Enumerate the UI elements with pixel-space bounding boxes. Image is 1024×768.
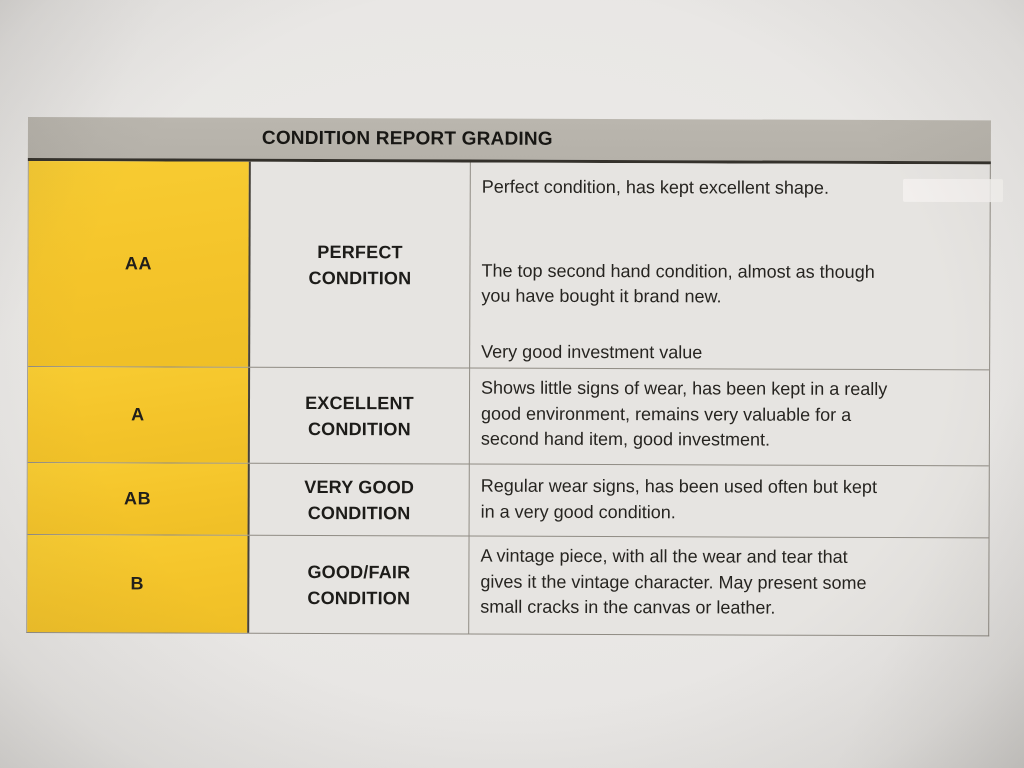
table-row: AB VERY GOOD CONDITION Regular wear sign… — [27, 463, 989, 539]
description-paragraph: Shows little signs of wear, has been kep… — [481, 376, 977, 454]
description-line: Very good investment value — [481, 341, 703, 362]
description-line: second hand item, good investment. — [480, 428, 771, 450]
condition-label-line: VERY GOOD — [304, 476, 415, 497]
description-line: The top second hand condition, almost as… — [481, 260, 875, 282]
description-line: A vintage piece, with all the wear and t… — [480, 545, 848, 567]
grade-cell-ab: AB — [27, 463, 250, 535]
description-line: good environment, remains very valuable … — [480, 403, 852, 425]
description-line: small cracks in the canvas or leather. — [480, 596, 776, 618]
condition-report-table: CONDITION REPORT GRADING AA PERFECT COND… — [26, 117, 991, 637]
description-paragraph: Very good investment value — [481, 339, 977, 366]
condition-label-cell: VERY GOOD CONDITION — [249, 463, 470, 536]
condition-label-line: EXCELLENT — [305, 392, 414, 413]
grade-cell-b: B — [27, 535, 250, 633]
description-cell: Regular wear signs, has been used often … — [470, 465, 989, 538]
grade-cell-aa: AA — [28, 161, 251, 367]
table-header: CONDITION REPORT GRADING — [27, 117, 991, 165]
condition-label-line: CONDITION — [307, 502, 411, 523]
condition-label-line: PERFECT — [317, 241, 403, 262]
condition-label-cell: EXCELLENT CONDITION — [249, 367, 471, 464]
table-row: AA PERFECT CONDITION Perfect condition, … — [28, 161, 990, 371]
table-row: A EXCELLENT CONDITION Shows little signs… — [27, 367, 990, 467]
description-line: Regular wear signs, has been used often … — [480, 475, 878, 497]
condition-label-cell: PERFECT CONDITION — [250, 161, 471, 368]
description-line: you have bought it brand new. — [481, 285, 722, 307]
description-cell: A vintage piece, with all the wear and t… — [469, 537, 988, 636]
condition-label-line: CONDITION — [307, 587, 411, 608]
condition-label-cell: GOOD/FAIR CONDITION — [249, 535, 470, 634]
description-line: gives it the vintage character. May pres… — [480, 571, 867, 593]
grade-cell-a: A — [27, 367, 251, 463]
table-title: CONDITION REPORT GRADING — [261, 127, 553, 150]
condition-label-line: GOOD/FAIR — [307, 561, 411, 582]
description-cell: Shows little signs of wear, has been kep… — [470, 369, 989, 466]
table-body: AA PERFECT CONDITION Perfect condition, … — [26, 160, 991, 637]
description-paragraph: The top second hand condition, almost as… — [481, 258, 977, 311]
description-line: Shows little signs of wear, has been kep… — [481, 377, 888, 400]
description-line: in a very good condition. — [480, 501, 676, 522]
table-row: B GOOD/FAIR CONDITION A vintage piece, w… — [27, 535, 988, 635]
condition-label-line: CONDITION — [307, 418, 411, 439]
description-paragraph: A vintage piece, with all the wear and t… — [480, 544, 976, 622]
condition-label-line: CONDITION — [308, 267, 412, 288]
correction-tape-patch — [902, 178, 1004, 203]
description-paragraph: Regular wear signs, has been used often … — [481, 474, 977, 527]
